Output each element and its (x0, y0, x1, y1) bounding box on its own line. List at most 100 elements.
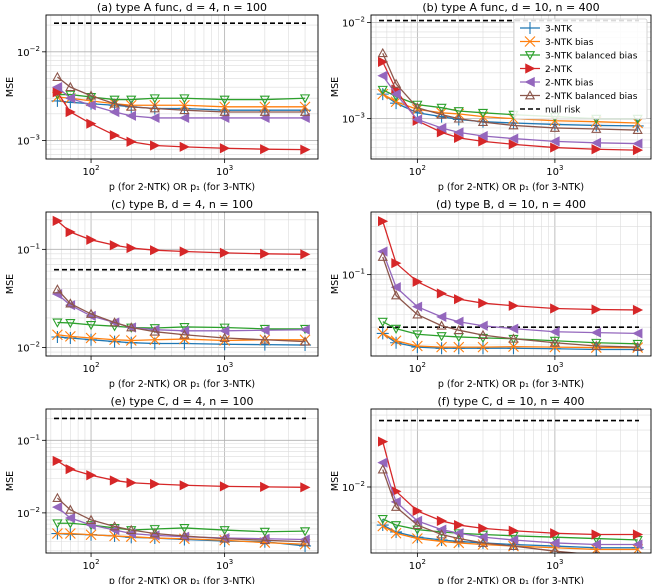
data-point (85, 100, 96, 111)
y-tick-label: 10−3 (17, 134, 40, 148)
data-point (550, 545, 559, 553)
grid (371, 409, 651, 553)
data-point (477, 130, 488, 142)
data-point (259, 334, 270, 344)
legend-label: 2-NTK bias (545, 79, 594, 89)
x-tick-label: 102 (409, 164, 426, 178)
data-point (179, 94, 190, 104)
data-point (125, 335, 137, 346)
series-line-5 (56, 293, 306, 332)
plot-area (376, 216, 644, 356)
data-point (65, 298, 76, 308)
legend-item: null risk (520, 106, 581, 116)
x-axis-label: p (for 2-NTK) OR p₁ (for 3-NTK) (109, 576, 255, 584)
data-point (412, 309, 423, 319)
data-point (109, 317, 120, 327)
series-line-4 (57, 460, 306, 488)
data-point (632, 341, 643, 352)
data-point (508, 120, 519, 130)
data-point (126, 95, 137, 105)
data-point (508, 333, 519, 343)
data-point (632, 529, 644, 540)
legend-label: null risk (545, 106, 581, 116)
x-axis-label: p (for 2-NTK) OR p₁ (for 3-NTK) (109, 182, 255, 193)
data-point (299, 94, 311, 104)
legend-item: 2-NTK balanced bias (520, 90, 638, 102)
data-point (179, 530, 190, 540)
data-point (436, 288, 448, 299)
data-point (549, 537, 560, 549)
data-point (65, 106, 76, 118)
data-point (52, 519, 63, 529)
y-tick-label: 10−2 (17, 341, 40, 355)
plot-frame (45, 14, 319, 160)
plot-frame (370, 211, 652, 357)
data-point (412, 519, 423, 529)
data-point (436, 320, 447, 330)
data-point (477, 537, 489, 547)
series-line-4 (382, 221, 638, 311)
series-line-4 (56, 220, 306, 255)
y-tick-label: 10−1 (17, 433, 40, 447)
chart-panel-3: 102 103 10−2 10−1 (c) type B, d = 4, n = 100… (5, 198, 319, 390)
data-point (85, 320, 97, 331)
legend-label: 3-NTK balanced bias (545, 52, 638, 62)
data-point (219, 332, 230, 342)
y-tick-label: 10−1 (17, 242, 40, 256)
series-line-2 (57, 334, 306, 342)
data-point (377, 246, 388, 257)
legend-marker (524, 51, 536, 61)
chart-panel-4: 102 103 10−1 (d) type B, d = 10, n = 400 p (… (330, 198, 652, 390)
series-line-3 (57, 93, 306, 101)
data-point (377, 328, 389, 339)
data-point (377, 56, 389, 67)
data-point (390, 501, 402, 511)
data-point (454, 519, 465, 531)
data-point (412, 276, 423, 287)
data-point (64, 330, 76, 342)
data-point (550, 142, 561, 153)
data-point (436, 332, 447, 342)
data-point (550, 528, 561, 539)
y-tick-label: 10−2 (342, 480, 365, 494)
chart-panel-1: 102 103 10−3 10−2 (a) type A func, d = 4, n … (5, 1, 319, 193)
data-point (390, 282, 401, 293)
data-point (377, 520, 389, 532)
data-point (109, 240, 121, 251)
data-point (219, 533, 230, 543)
chart-panel-2: 102 103 10−3 10−2 (b) type A func, d = 10, n… (330, 1, 652, 193)
data-point (299, 536, 311, 546)
series-line-5 (56, 506, 306, 541)
y-tick-label: 10−2 (17, 506, 40, 520)
legend-item: 2-NTK bias (520, 76, 594, 89)
data-point (377, 70, 388, 81)
series-line-5 (56, 86, 306, 119)
data-point (550, 303, 561, 314)
x-tick-label: 102 (82, 361, 99, 375)
data-point (126, 242, 137, 254)
data-point (179, 524, 190, 534)
series-line-6 (382, 256, 638, 348)
x-tick-label: 102 (82, 558, 99, 572)
data-point (109, 334, 120, 346)
x-tick-label: 103 (216, 361, 233, 375)
data-point (149, 525, 160, 535)
data-point (636, 551, 639, 553)
x-tick-label: 103 (546, 164, 563, 178)
series-line-3 (382, 321, 638, 345)
legend-marker (524, 22, 536, 34)
data-point (150, 478, 161, 490)
x-tick-label: 103 (216, 558, 233, 572)
data-point (632, 539, 643, 550)
data-point (85, 332, 97, 344)
data-point (65, 319, 76, 329)
data-point (632, 138, 643, 149)
data-point (508, 300, 519, 311)
data-point (390, 336, 403, 349)
data-point (219, 106, 230, 116)
data-point (508, 525, 519, 536)
data-point (591, 340, 602, 350)
data-point (126, 322, 137, 332)
data-point (125, 336, 138, 349)
data-point (109, 130, 121, 141)
